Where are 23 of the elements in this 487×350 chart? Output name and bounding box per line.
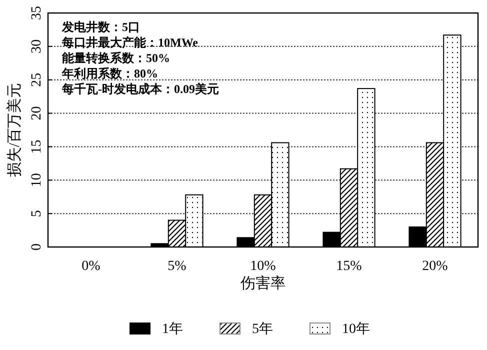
x-tick-label: 5%	[168, 259, 187, 274]
y-tick-label: 15	[30, 140, 44, 154]
annotation: 每口井最大产能：10MWe	[61, 36, 199, 50]
y-tick-label: 5	[30, 210, 44, 218]
x-axis-title: 伤害率	[240, 275, 286, 292]
annotation: 能量转换系数：50%	[62, 51, 170, 65]
x-tick-label: 10%	[250, 259, 276, 274]
y-tick-label: 25	[30, 72, 44, 87]
annotation: 发电井数：5口	[61, 20, 140, 34]
y-axis-title: 损失/百万美元	[6, 82, 23, 178]
y-tick-label: 30	[30, 39, 44, 54]
annotation: 年利用系数：80%	[61, 66, 158, 80]
y-tick-label: 20	[30, 106, 44, 120]
legend-label: 5年	[252, 321, 273, 337]
y-tick-label: 10	[30, 173, 44, 188]
y-tick-label: 35	[30, 6, 44, 20]
x-tick-label: 15%	[336, 259, 362, 274]
x-tick-label: 20%	[422, 259, 448, 274]
x-tick-label: 0%	[82, 259, 101, 274]
annotation: 每千瓦-时发电成本：0.09美元	[61, 82, 219, 96]
legend-label: 10年	[342, 321, 370, 337]
legend-label: 1年	[162, 321, 183, 337]
y-tick-label: 0	[30, 244, 44, 250]
